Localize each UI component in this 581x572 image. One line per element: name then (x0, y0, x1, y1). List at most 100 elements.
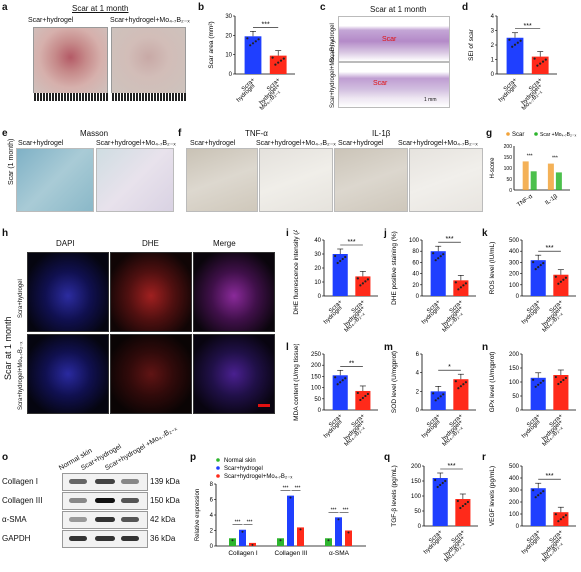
y-tick-label: 0 (509, 188, 512, 194)
panel-label-j: j (384, 228, 387, 239)
y-tick-label: 400 (509, 249, 520, 255)
panel-e-title: Masson (80, 129, 109, 138)
wb-collagen3-blot (62, 492, 148, 510)
data-point (464, 282, 468, 285)
panel-c-title: Scar at 1 month (370, 5, 427, 14)
data-point (327, 539, 330, 542)
chart-l: 0 50 100 150 200 250 MDA content (U/mg tissue)… (293, 344, 378, 448)
data-point (464, 502, 467, 506)
y-tick-label: 0 (418, 524, 422, 530)
bar (430, 391, 446, 410)
panel-label-p: p (190, 452, 197, 463)
panel-f-c4: Scar+hydrogel+Mo₄.₇B₂₋ₓ (398, 140, 478, 147)
bar (355, 276, 371, 296)
data-point (559, 280, 562, 283)
data-point (337, 518, 340, 521)
data-point (231, 539, 234, 542)
bar (239, 529, 246, 546)
sig-label: *** (247, 520, 253, 526)
data-point (557, 282, 560, 285)
wb-kda-gapdh: 36 kDa (150, 534, 176, 543)
panel-label-r: r (482, 452, 486, 463)
data-point (359, 398, 362, 402)
y-tick-label: 1 (491, 58, 495, 64)
legend-label: Scar (512, 132, 524, 138)
data-point (516, 41, 519, 44)
y-tick-label: 0 (516, 294, 520, 300)
y-tick-label: 4 (210, 513, 214, 519)
panel-f-c2: Scar+hydrogel+Mo₄.₇B₂₋ₓ (256, 140, 336, 147)
data-point (466, 500, 470, 504)
bar (530, 488, 546, 526)
fluo-dapi-hydrogel (27, 252, 109, 332)
y-tick-label: 10 (225, 53, 232, 59)
data-point (554, 275, 557, 278)
sig-label: *** (552, 156, 558, 162)
panel-label-q: q (384, 452, 391, 463)
panel-f-title-tnf: TNF-α (245, 129, 268, 138)
scar-label-top: Scar (382, 36, 397, 43)
data-point (542, 490, 545, 493)
data-point (562, 378, 565, 382)
masson-hydrogel (16, 148, 94, 212)
bar (325, 538, 332, 546)
sig-label: *** (347, 239, 355, 246)
data-point (539, 62, 542, 65)
data-point (364, 280, 367, 283)
wb-row-asma: α-SMA (2, 515, 27, 524)
data-point (442, 393, 445, 396)
scar-label-bottom: Scar (373, 80, 388, 87)
y-axis-label: MDA content (U/mg tissue) (293, 344, 300, 421)
sig-label: *** (545, 473, 553, 480)
fluo-dhe-hydrogel (110, 252, 192, 332)
panel-a-title: Scar at 1 month (72, 4, 129, 13)
y-axis-label: H-score (490, 157, 496, 179)
legend-label: Scar+hydrogel (224, 466, 263, 472)
data-point (441, 481, 444, 485)
panel-label-c: c (320, 2, 326, 13)
data-point (562, 278, 565, 281)
data-point (454, 380, 457, 383)
scalebar-h (258, 404, 270, 407)
data-point (462, 383, 465, 386)
y-tick-label: 250 (311, 352, 322, 358)
data-point (336, 261, 339, 265)
data-point (271, 56, 274, 59)
panel-h-col3: Merge (213, 239, 236, 248)
data-point (533, 57, 536, 60)
y-tick-label: 100 (311, 386, 322, 392)
data-point (334, 376, 337, 379)
data-point (457, 288, 460, 291)
y-tick-label: 200 (509, 272, 520, 278)
y-tick-label: 0 (416, 294, 420, 300)
y-tick-label: 2 (416, 389, 420, 395)
data-point (532, 489, 535, 492)
bar (455, 499, 471, 526)
sig-label: *** (545, 245, 553, 252)
data-point (439, 483, 442, 487)
wb-kda-asma: 42 kDa (150, 515, 176, 524)
data-point (537, 266, 540, 269)
data-point (437, 257, 440, 260)
y-axis-label: GPx level (U/mgprot) (489, 352, 496, 413)
data-point (464, 381, 468, 384)
legend-label: Scar+hydrogel+Mo₄.₇B₂₋ₓ (224, 474, 292, 480)
bar (277, 538, 284, 546)
y-tick-label: 200 (509, 500, 520, 506)
data-point (279, 539, 282, 542)
data-point (534, 496, 537, 499)
data-point (366, 278, 370, 281)
data-point (249, 44, 252, 47)
sig-label: *** (283, 486, 289, 492)
bar (430, 251, 446, 296)
sig-label: *** (235, 520, 241, 526)
bar (453, 379, 469, 410)
y-tick-label: 0 (491, 72, 495, 78)
ihc-tnf-mo (259, 148, 333, 212)
y-tick-label: 40 (412, 272, 419, 278)
panel-e-left-caption: Scar+hydrogel (18, 140, 64, 147)
sig-label: *** (447, 463, 455, 470)
